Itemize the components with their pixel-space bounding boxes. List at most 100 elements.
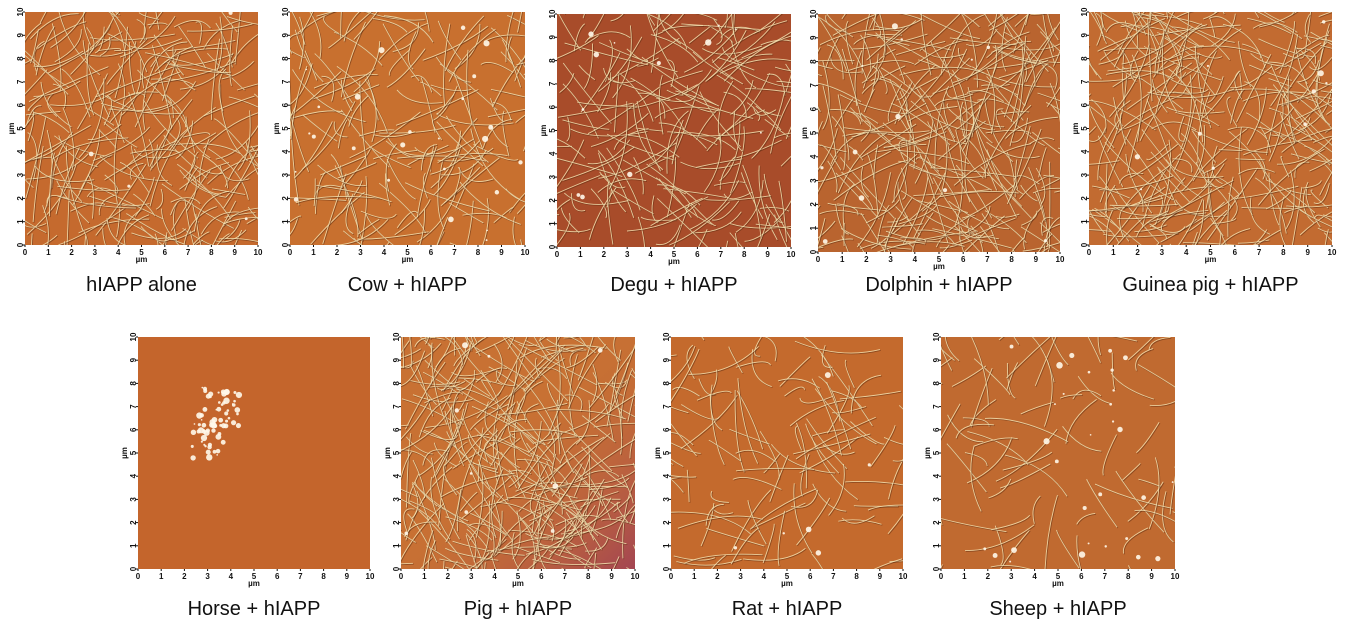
y-axis-label: µm [653, 447, 662, 459]
x-tick-label: 0 [555, 250, 560, 259]
x-tick-label: 3 [469, 572, 474, 581]
y-tick-label: 4 [662, 473, 671, 478]
x-tick-label: 10 [254, 248, 263, 257]
x-axis-label: µm [781, 579, 793, 588]
y-tick-label: 2 [662, 520, 671, 525]
x-tick-label: 0 [1087, 248, 1092, 257]
y-tick-label: 2 [1080, 196, 1089, 201]
y-axis-label: µm [7, 123, 16, 135]
y-tick-label: 10 [129, 332, 138, 341]
y-tick-label: 0 [932, 566, 941, 571]
y-tick-label: 4 [129, 473, 138, 478]
x-tick-label: 7 [719, 250, 724, 259]
y-tick-label: 6 [1080, 102, 1089, 107]
x-tick-label: 8 [321, 572, 326, 581]
panel: 001122334455667788991010µmµmDegu + hIAPP [503, 0, 851, 298]
x-tick-label: 0 [816, 255, 821, 264]
y-axis-label: µm [383, 447, 392, 459]
x-tick-label: 10 [1056, 255, 1065, 264]
x-axis-label: µm [668, 257, 680, 266]
y-tick-label: 5 [548, 128, 557, 133]
x-tick-label: 1 [578, 250, 583, 259]
y-tick-label: 3 [1080, 172, 1089, 177]
y-axis-label: µm [800, 127, 809, 139]
y-tick-label: 9 [932, 357, 941, 362]
x-tick-label: 9 [1305, 248, 1310, 257]
y-tick-label: 0 [129, 566, 138, 571]
caption: Dolphin + hIAPP [865, 274, 1012, 296]
y-tick-label: 3 [392, 497, 401, 502]
x-tick-label: 8 [209, 248, 214, 257]
x-tick-label: 2 [335, 248, 340, 257]
x-tick-label: 1 [422, 572, 427, 581]
y-tick-label: 0 [16, 242, 25, 247]
y-tick-label: 5 [932, 450, 941, 455]
x-tick-label: 7 [563, 572, 568, 581]
x-tick-label: 1 [840, 255, 845, 264]
y-tick-label: 1 [16, 219, 25, 224]
caption: Degu + hIAPP [610, 274, 737, 296]
y-tick-label: 8 [281, 56, 290, 61]
y-tick-label: 2 [932, 520, 941, 525]
x-axis-label: µm [248, 579, 260, 588]
y-axis-label: µm [120, 447, 129, 459]
x-tick-label: 4 [913, 255, 918, 264]
y-tick-label: 4 [392, 473, 401, 478]
x-tick-label: 10 [899, 572, 908, 581]
y-tick-label: 0 [548, 244, 557, 249]
x-tick-label: 3 [1009, 572, 1014, 581]
y-tick-label: 10 [392, 332, 401, 341]
y-tick-label: 9 [662, 357, 671, 362]
x-tick-label: 7 [1103, 572, 1108, 581]
x-tick-label: 4 [1184, 248, 1189, 257]
x-tick-label: 2 [715, 572, 720, 581]
y-tick-label: 1 [548, 221, 557, 226]
y-tick-label: 7 [932, 404, 941, 409]
x-tick-label: 3 [625, 250, 630, 259]
y-axis-label: µm [539, 125, 548, 137]
x-tick-label: 0 [23, 248, 28, 257]
x-tick-label: 4 [762, 572, 767, 581]
y-tick-label: 3 [16, 172, 25, 177]
y-tick-label: 4 [548, 151, 557, 156]
y-tick-label: 9 [392, 357, 401, 362]
x-tick-label: 2 [864, 255, 869, 264]
x-tick-label: 6 [539, 572, 544, 581]
y-axis-label: µm [272, 123, 281, 135]
caption: hIAPP alone [86, 274, 197, 296]
y-tick-label: 3 [809, 178, 818, 183]
y-tick-label: 3 [548, 174, 557, 179]
y-tick-label: 6 [662, 427, 671, 432]
x-tick-label: 9 [609, 572, 614, 581]
y-tick-label: 4 [281, 149, 290, 154]
x-tick-label: 6 [695, 250, 700, 259]
x-tick-label: 6 [1233, 248, 1238, 257]
x-tick-label: 2 [182, 572, 187, 581]
y-tick-label: 9 [809, 35, 818, 40]
y-tick-label: 2 [392, 520, 401, 525]
y-tick-label: 10 [1080, 7, 1089, 16]
x-tick-label: 8 [1281, 248, 1286, 257]
y-tick-label: 6 [281, 102, 290, 107]
y-tick-label: 2 [16, 196, 25, 201]
y-tick-label: 1 [281, 219, 290, 224]
x-tick-label: 7 [985, 255, 990, 264]
x-tick-label: 1 [962, 572, 967, 581]
x-tick-label: 8 [1009, 255, 1014, 264]
y-tick-label: 8 [548, 58, 557, 63]
y-tick-label: 3 [662, 497, 671, 502]
x-tick-label: 4 [492, 572, 497, 581]
x-tick-label: 10 [631, 572, 640, 581]
x-axis-label: µm [512, 579, 524, 588]
y-tick-label: 4 [16, 149, 25, 154]
x-tick-label: 1 [1111, 248, 1116, 257]
y-tick-label: 2 [548, 198, 557, 203]
y-tick-label: 8 [809, 59, 818, 64]
y-tick-label: 10 [281, 7, 290, 16]
y-tick-label: 5 [662, 450, 671, 455]
x-tick-label: 4 [116, 248, 121, 257]
y-tick-label: 7 [129, 404, 138, 409]
